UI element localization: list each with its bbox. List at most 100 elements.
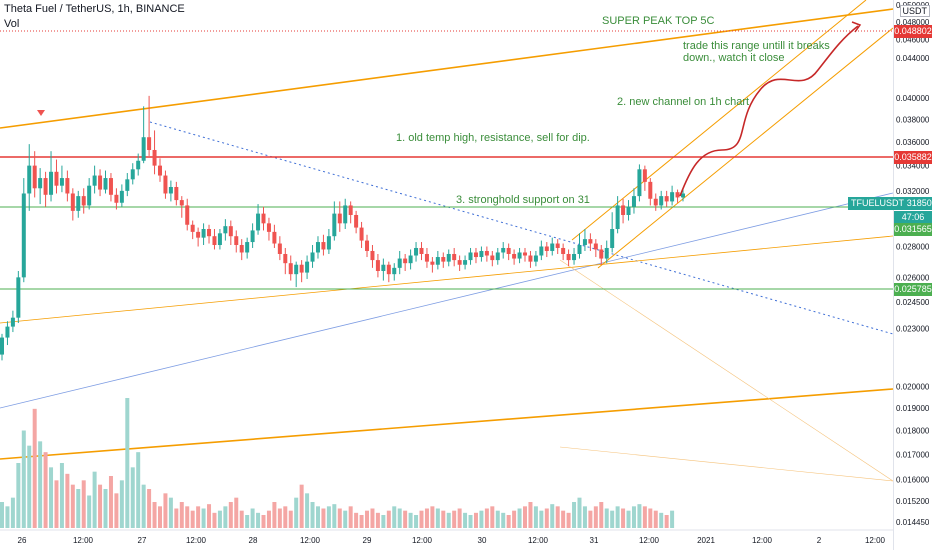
candle-body [288, 263, 293, 275]
volume-bar [392, 506, 397, 528]
volume-bar [59, 463, 64, 528]
volume-bar [637, 504, 642, 528]
volume-bar [245, 515, 250, 528]
y-tick-label: 0.040000 [896, 94, 930, 103]
volume-bar [582, 506, 587, 528]
faint-orange-line-2 [559, 446, 894, 482]
volume-bar [403, 510, 408, 528]
y-tick-label: 0.018000 [896, 427, 930, 436]
candle-body [637, 169, 642, 197]
candle-body [16, 277, 21, 318]
volume-bar [430, 506, 435, 528]
volume-bar [185, 506, 190, 528]
volume-bar [234, 497, 239, 528]
x-tick-label: 12:00 [865, 536, 886, 545]
volume-bar [201, 508, 206, 528]
candle-body [245, 242, 250, 253]
volume-bar [463, 512, 468, 528]
candle-body [593, 243, 598, 250]
volume-bar [424, 508, 429, 528]
candle-body [642, 169, 647, 182]
annotation-stronghold: 3. stronghold support on 31 [456, 194, 590, 206]
volume-bar [299, 484, 304, 528]
x-tick-label: 26 [18, 536, 27, 545]
candle-body [615, 205, 620, 230]
volume-bar [38, 441, 43, 528]
volume-bar [272, 502, 277, 528]
volume-bar [512, 510, 517, 528]
y-tick-label: 0.032000 [896, 187, 930, 196]
volume-indicator-label[interactable]: Vol [4, 18, 20, 30]
candle-body [365, 240, 370, 251]
volume-bar [136, 452, 141, 528]
candle-body [473, 252, 478, 258]
symbol-title: Theta Fuel / TetherUS, 1h, BINANCE [4, 3, 185, 15]
volume-bar [190, 510, 195, 528]
x-tick-label: 12:00 [186, 536, 207, 545]
candle-body [179, 200, 184, 206]
volume-bar [572, 502, 577, 528]
candle-body [550, 243, 555, 251]
candle-body [310, 252, 315, 262]
annotation-new-channel: 2. new channel on 1h chart [617, 96, 750, 108]
candle-body [223, 226, 228, 234]
volume-bar [27, 445, 32, 528]
price-tag-super-peak: 0.048802 [894, 25, 932, 38]
volume-bar [506, 515, 511, 528]
volume-bar [664, 515, 669, 528]
candle-body [495, 252, 500, 261]
volume-bar [588, 510, 593, 528]
candle-body [403, 258, 408, 264]
candle-body [408, 255, 413, 264]
candle-body [370, 250, 375, 261]
candle-body [577, 245, 582, 254]
candle-body [49, 171, 54, 195]
dotted-downtrend-line [149, 121, 894, 335]
volume-bar [266, 510, 271, 528]
candle-body [217, 233, 222, 246]
candle-body [332, 213, 337, 237]
volume-bar [81, 480, 86, 528]
x-tick-label: 2021 [697, 536, 715, 545]
candle-body [430, 261, 435, 265]
x-tick-label: 12:00 [528, 536, 549, 545]
candle-body [114, 194, 119, 203]
volume-bar [550, 504, 555, 528]
candle-body [484, 250, 489, 256]
x-tick-label: 12:00 [752, 536, 773, 545]
candle-body [604, 247, 609, 259]
candle-body [190, 224, 195, 232]
candle-body [136, 160, 141, 170]
countdown-tag: 47:06 [894, 211, 932, 224]
candle-body [561, 247, 566, 254]
volume-bar [174, 508, 179, 528]
x-tick-label: 31 [590, 536, 599, 545]
volume-bar [365, 510, 370, 528]
x-tick-label: 30 [478, 536, 487, 545]
candle-body [397, 258, 402, 268]
candle-body [523, 252, 528, 256]
price-tag-current-support: 0.031565 [894, 223, 932, 236]
y-tick-label: 0.015200 [896, 497, 930, 506]
volume-bar [490, 506, 495, 528]
volume-bar [375, 512, 380, 528]
y-tick-label: 0.023000 [896, 324, 930, 333]
candle-body [419, 247, 424, 254]
x-tick-label: 2 [817, 536, 822, 545]
x-tick-label: 12:00 [639, 536, 660, 545]
candle-body [27, 165, 32, 194]
candle-body [305, 261, 310, 273]
candle-body [414, 247, 419, 256]
volume-bar [207, 504, 212, 528]
volume-bar [561, 510, 566, 528]
x-tick-label: 29 [363, 536, 372, 545]
candle-body [59, 178, 64, 186]
volume-bar [533, 506, 538, 528]
y-tick-label: 0.014450 [896, 518, 930, 527]
candle-body [174, 186, 179, 201]
currency-badge[interactable]: USDT [899, 5, 930, 17]
y-tick-label: 0.044000 [896, 54, 930, 63]
candle-body [670, 192, 675, 202]
volume-bar [397, 508, 402, 528]
